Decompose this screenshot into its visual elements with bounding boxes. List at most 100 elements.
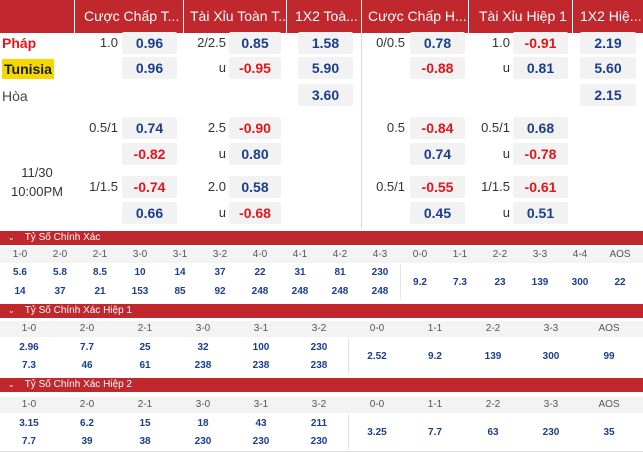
score-odd[interactable]: 21 bbox=[94, 286, 106, 297]
ft-handicap-away-odd[interactable]: 0.96 bbox=[122, 57, 177, 79]
score-odd[interactable]: 238 bbox=[252, 360, 270, 371]
score-odd[interactable]: 230 bbox=[310, 436, 328, 447]
ft-handicap-home-odd[interactable]: 0.96 bbox=[122, 32, 177, 54]
ft-over-odd[interactable]: 0.58 bbox=[229, 176, 281, 198]
score-odd[interactable]: 5.6 bbox=[13, 267, 27, 278]
score-odd[interactable]: 248 bbox=[331, 286, 349, 297]
col-header-h1-over-under[interactable]: Tài Xỉu Hiệp 1 bbox=[479, 8, 567, 24]
h1-handicap-home-odd[interactable]: -0.55 bbox=[410, 176, 465, 198]
score-odd[interactable]: 37 bbox=[214, 267, 226, 278]
score-odd[interactable]: 7.3 bbox=[453, 277, 467, 288]
h1-under-odd[interactable]: 0.51 bbox=[513, 202, 568, 224]
score-odd[interactable]: 14 bbox=[14, 286, 26, 297]
score-odd[interactable]: 248 bbox=[251, 286, 269, 297]
ft-handicap-away-odd[interactable]: 0.66 bbox=[122, 202, 177, 224]
score-odd[interactable]: 248 bbox=[291, 286, 309, 297]
score-odd[interactable]: 230 bbox=[310, 342, 328, 353]
h1-under-odd[interactable]: -0.78 bbox=[513, 143, 568, 165]
score-odd[interactable]: 10 bbox=[134, 267, 146, 278]
score-odd[interactable]: 6.2 bbox=[80, 418, 94, 429]
score-odd[interactable]: 238 bbox=[194, 360, 212, 371]
score-odd[interactable]: 63 bbox=[487, 427, 499, 438]
col-header-ft-handicap[interactable]: Cược Chấp T... bbox=[84, 8, 180, 24]
score-odd[interactable]: 38 bbox=[139, 436, 151, 447]
h1-1x2-away-odd[interactable]: 5.60 bbox=[580, 57, 636, 79]
away-team-name[interactable]: Tunisia bbox=[2, 59, 54, 79]
ft-handicap-away-odd[interactable]: -0.82 bbox=[122, 143, 177, 165]
score-odd[interactable]: 85 bbox=[174, 286, 186, 297]
score-odd[interactable]: 139 bbox=[531, 277, 549, 288]
score-odd[interactable]: 32 bbox=[197, 342, 209, 353]
score-odd[interactable]: 99 bbox=[603, 351, 615, 362]
score-odd[interactable]: 9.2 bbox=[413, 277, 427, 288]
score-odd[interactable]: 3.15 bbox=[19, 418, 39, 429]
score-odd[interactable]: 92 bbox=[214, 286, 226, 297]
score-odd[interactable]: 139 bbox=[484, 351, 502, 362]
correct-score-h1-section-bar[interactable]: ⌄ Tỷ Số Chính Xác Hiệp 1 bbox=[0, 304, 643, 318]
h1-handicap-away-odd[interactable]: -0.88 bbox=[410, 57, 465, 79]
ft-1x2-draw-odd[interactable]: 3.60 bbox=[298, 84, 353, 106]
ft-under-odd[interactable]: -0.68 bbox=[229, 202, 281, 224]
score-odd[interactable]: 9.2 bbox=[428, 351, 442, 362]
h1-1x2-home-odd[interactable]: 2.19 bbox=[580, 32, 636, 54]
h1-handicap-home-odd[interactable]: 0.78 bbox=[410, 32, 465, 54]
score-odd[interactable]: 31 bbox=[294, 267, 306, 278]
score-odd[interactable]: 22 bbox=[614, 277, 626, 288]
score-odd[interactable]: 35 bbox=[603, 427, 615, 438]
score-odd[interactable]: 18 bbox=[197, 418, 209, 429]
ft-1x2-away-odd[interactable]: 5.90 bbox=[298, 57, 353, 79]
score-odd[interactable]: 230 bbox=[542, 427, 560, 438]
ft-handicap-home-odd[interactable]: -0.74 bbox=[122, 176, 177, 198]
h1-handicap-away-odd[interactable]: 0.74 bbox=[410, 143, 465, 165]
ft-handicap-home-odd[interactable]: 0.74 bbox=[122, 117, 177, 139]
col-header-h1-1x2[interactable]: 1X2 Hiệ... bbox=[580, 8, 642, 24]
ft-over-odd[interactable]: 0.85 bbox=[229, 32, 281, 54]
score-odd[interactable]: 7.7 bbox=[428, 427, 442, 438]
score-odd[interactable]: 300 bbox=[571, 277, 589, 288]
h1-1x2-draw-odd[interactable]: 2.15 bbox=[580, 84, 636, 106]
ft-under-odd[interactable]: -0.95 bbox=[229, 57, 281, 79]
score-odd[interactable]: 14 bbox=[174, 267, 186, 278]
h1-handicap-away-odd[interactable]: 0.45 bbox=[410, 202, 465, 224]
score-odd[interactable]: 37 bbox=[54, 286, 66, 297]
score-odd[interactable]: 100 bbox=[252, 342, 270, 353]
ft-1x2-home-odd[interactable]: 1.58 bbox=[298, 32, 353, 54]
score-odd[interactable]: 153 bbox=[131, 286, 149, 297]
col-header-h1-handicap[interactable]: Cược Chấp H... bbox=[368, 8, 466, 24]
col-header-ft-1x2[interactable]: 1X2 Toà... bbox=[295, 8, 358, 24]
score-odd[interactable]: 3.25 bbox=[367, 427, 387, 438]
ft-over-odd[interactable]: -0.90 bbox=[229, 117, 281, 139]
score-odd[interactable]: 2.96 bbox=[19, 342, 39, 353]
correct-score-section-bar[interactable]: ⌄ Tỷ Số Chính Xác bbox=[0, 231, 643, 245]
h1-handicap-home-odd[interactable]: -0.84 bbox=[410, 117, 465, 139]
score-odd[interactable]: 7.7 bbox=[80, 342, 94, 353]
score-odd[interactable]: 7.3 bbox=[22, 360, 36, 371]
score-odd[interactable]: 230 bbox=[194, 436, 212, 447]
score-odd[interactable]: 43 bbox=[255, 418, 267, 429]
correct-score-h2-section-bar[interactable]: ⌄ Tỷ Số Chính Xác Hiệp 2 bbox=[0, 378, 643, 392]
score-odd[interactable]: 230 bbox=[252, 436, 270, 447]
score-odd[interactable]: 15 bbox=[139, 418, 151, 429]
score-odd[interactable]: 46 bbox=[81, 360, 93, 371]
score-odd[interactable]: 5.8 bbox=[53, 267, 67, 278]
h1-under-odd[interactable]: 0.81 bbox=[513, 57, 568, 79]
score-odd[interactable]: 7.7 bbox=[22, 436, 36, 447]
score-odd[interactable]: 81 bbox=[334, 267, 346, 278]
score-odd[interactable]: 2.52 bbox=[367, 351, 387, 362]
home-team-name[interactable]: Pháp bbox=[2, 35, 37, 51]
score-odd[interactable]: 22 bbox=[254, 267, 266, 278]
h1-over-odd[interactable]: -0.61 bbox=[513, 176, 568, 198]
col-header-ft-over-under[interactable]: Tài Xỉu Toàn T... bbox=[190, 8, 286, 24]
h1-over-odd[interactable]: -0.91 bbox=[513, 32, 568, 54]
score-odd[interactable]: 61 bbox=[139, 360, 151, 371]
score-odd[interactable]: 39 bbox=[81, 436, 93, 447]
score-odd[interactable]: 23 bbox=[494, 277, 506, 288]
h1-over-odd[interactable]: 0.68 bbox=[513, 117, 568, 139]
score-odd[interactable]: 25 bbox=[139, 342, 151, 353]
ft-under-odd[interactable]: 0.80 bbox=[229, 143, 281, 165]
score-odd[interactable]: 211 bbox=[310, 418, 328, 429]
score-odd[interactable]: 8.5 bbox=[93, 267, 107, 278]
score-odd[interactable]: 300 bbox=[542, 351, 560, 362]
score-odd[interactable]: 230 bbox=[371, 267, 389, 278]
score-odd[interactable]: 238 bbox=[310, 360, 328, 371]
